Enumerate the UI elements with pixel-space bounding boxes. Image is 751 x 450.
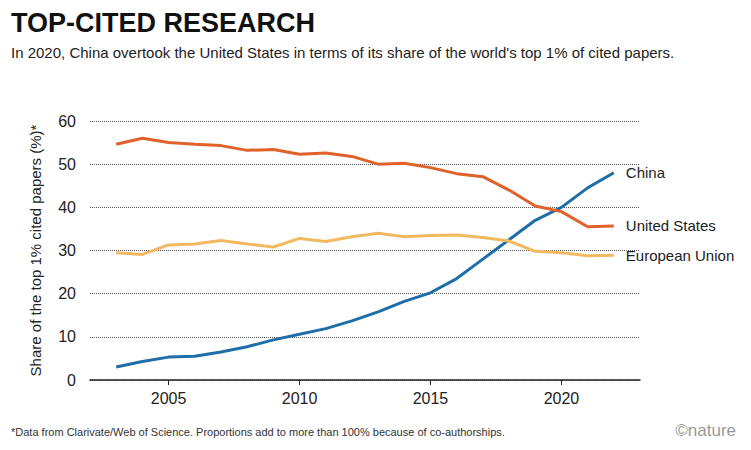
svg-text:China: China (626, 164, 666, 181)
svg-text:2015: 2015 (413, 390, 449, 407)
svg-text:TOP-CITED RESEARCH: TOP-CITED RESEARCH (11, 8, 315, 38)
svg-text:Share of the top 1% cited pape: Share of the top 1% cited papers (%)* (27, 124, 44, 376)
svg-text:30: 30 (58, 242, 76, 259)
svg-text:60: 60 (58, 113, 76, 130)
svg-text:In 2020, China overtook the Un: In 2020, China overtook the United State… (11, 44, 674, 61)
svg-text:40: 40 (58, 199, 76, 216)
svg-text:50: 50 (58, 156, 76, 173)
svg-text:2010: 2010 (282, 390, 318, 407)
svg-text:2005: 2005 (151, 390, 187, 407)
svg-text:20: 20 (58, 285, 76, 302)
svg-text:0: 0 (67, 372, 76, 389)
svg-text:United States: United States (626, 217, 716, 234)
svg-text:European Union: European Union (626, 247, 734, 264)
svg-text:©nature: ©nature (675, 421, 736, 440)
svg-text:*Data from Clarivate/Web of Sc: *Data from Clarivate/Web of Science. Pro… (11, 426, 505, 438)
svg-text:2020: 2020 (544, 390, 580, 407)
svg-text:10: 10 (58, 328, 76, 345)
